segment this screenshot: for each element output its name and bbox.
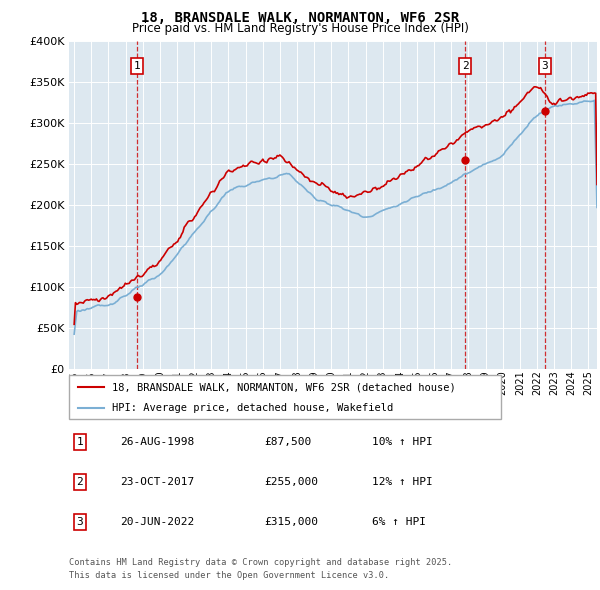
Text: £315,000: £315,000	[264, 517, 318, 527]
Text: This data is licensed under the Open Government Licence v3.0.: This data is licensed under the Open Gov…	[69, 571, 389, 579]
Text: £87,500: £87,500	[264, 437, 311, 447]
Text: Price paid vs. HM Land Registry's House Price Index (HPI): Price paid vs. HM Land Registry's House …	[131, 22, 469, 35]
Text: 10% ↑ HPI: 10% ↑ HPI	[372, 437, 433, 447]
Text: 1: 1	[133, 61, 140, 71]
Text: HPI: Average price, detached house, Wakefield: HPI: Average price, detached house, Wake…	[112, 403, 394, 413]
Text: 2: 2	[76, 477, 83, 487]
Text: 6% ↑ HPI: 6% ↑ HPI	[372, 517, 426, 527]
Text: 20-JUN-2022: 20-JUN-2022	[120, 517, 194, 527]
Text: 2: 2	[462, 61, 469, 71]
Text: 3: 3	[76, 517, 83, 527]
Text: Contains HM Land Registry data © Crown copyright and database right 2025.: Contains HM Land Registry data © Crown c…	[69, 558, 452, 566]
Text: £255,000: £255,000	[264, 477, 318, 487]
Text: 18, BRANSDALE WALK, NORMANTON, WF6 2SR (detached house): 18, BRANSDALE WALK, NORMANTON, WF6 2SR (…	[112, 382, 456, 392]
FancyBboxPatch shape	[69, 375, 501, 419]
Text: 26-AUG-1998: 26-AUG-1998	[120, 437, 194, 447]
Text: 23-OCT-2017: 23-OCT-2017	[120, 477, 194, 487]
Text: 1: 1	[76, 437, 83, 447]
Text: 3: 3	[542, 61, 548, 71]
Text: 18, BRANSDALE WALK, NORMANTON, WF6 2SR: 18, BRANSDALE WALK, NORMANTON, WF6 2SR	[141, 11, 459, 25]
Text: 12% ↑ HPI: 12% ↑ HPI	[372, 477, 433, 487]
